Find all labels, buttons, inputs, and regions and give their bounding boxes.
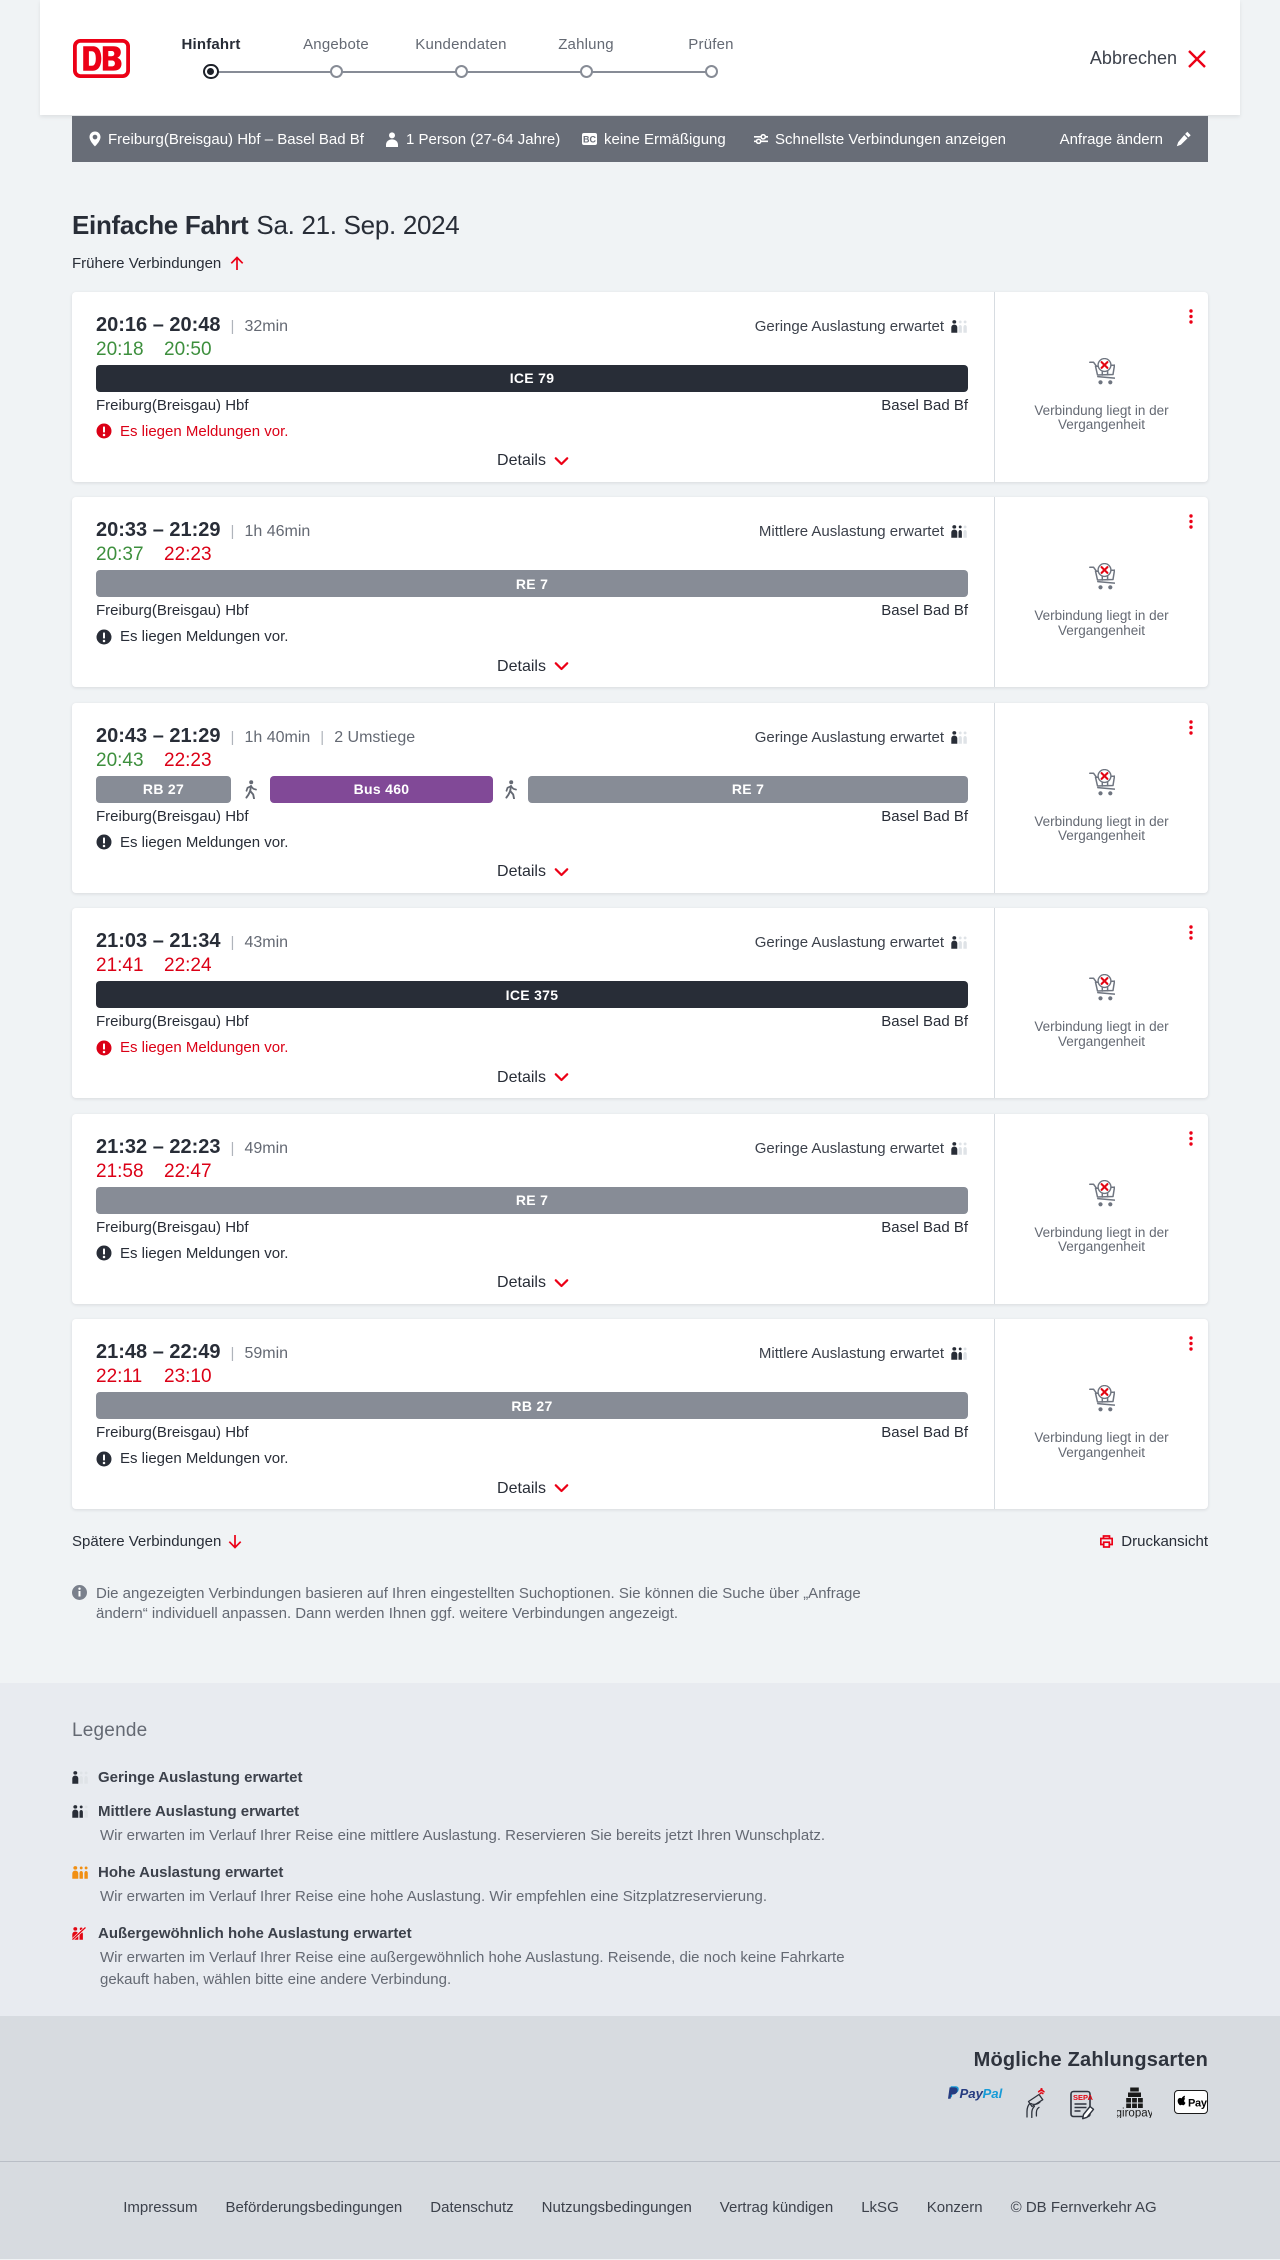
svg-text:Pal: Pal (983, 2086, 1003, 2101)
svg-text:Pay: Pay (1188, 2098, 1208, 2110)
svg-text:BC: BC (583, 135, 596, 145)
svg-text:SEPA: SEPA (1073, 2093, 1093, 2102)
svg-text:Pay: Pay (960, 2086, 984, 2101)
svg-text:giropay: giropay (1117, 2108, 1152, 2119)
